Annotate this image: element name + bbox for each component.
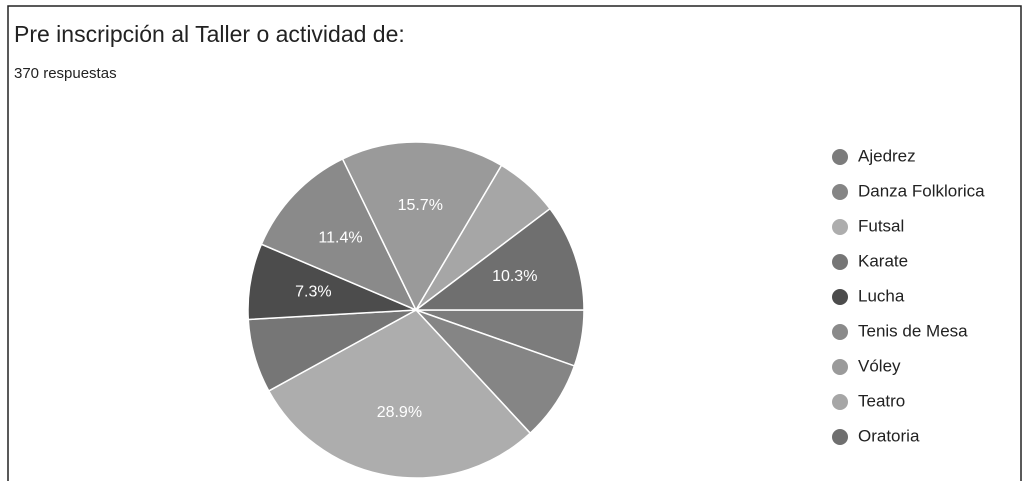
legend-label: Vóley [858, 356, 901, 375]
legend-label: Danza Folklorica [858, 181, 985, 200]
legend-label: Teatro [858, 391, 905, 410]
pie-slice [267, 309, 532, 479]
legend-swatch [832, 254, 848, 270]
legend-swatch [832, 219, 848, 235]
slice-label: 10.3% [492, 268, 537, 285]
legend-swatch [832, 359, 848, 375]
pie-slice [260, 157, 418, 312]
legend-swatch [832, 149, 848, 165]
slice-label: 28.9% [377, 404, 422, 421]
legend-swatch [832, 394, 848, 410]
legend-label: Oratoria [858, 426, 920, 445]
legend-label: Tenis de Mesa [858, 321, 968, 340]
legend-swatch [832, 289, 848, 305]
chart-title: Pre inscripción al Taller o actividad de… [14, 21, 405, 47]
pie-slice [413, 207, 585, 311]
legend-label: Karate [858, 251, 908, 270]
frame [7, 5, 1022, 481]
legend-label: Futsal [858, 216, 904, 235]
slice-label: 11.4% [318, 229, 362, 246]
legend-swatch [832, 324, 848, 340]
legend-label: Lucha [858, 286, 905, 305]
slice-label: 7.3% [295, 283, 331, 300]
slice-label: 15.7% [398, 197, 443, 214]
chart-subtitle: 370 respuestas [14, 65, 117, 82]
legend-swatch [832, 429, 848, 445]
pie-slice [341, 141, 503, 312]
legend-label: Ajedrez [858, 146, 916, 165]
legend-swatch [832, 184, 848, 200]
